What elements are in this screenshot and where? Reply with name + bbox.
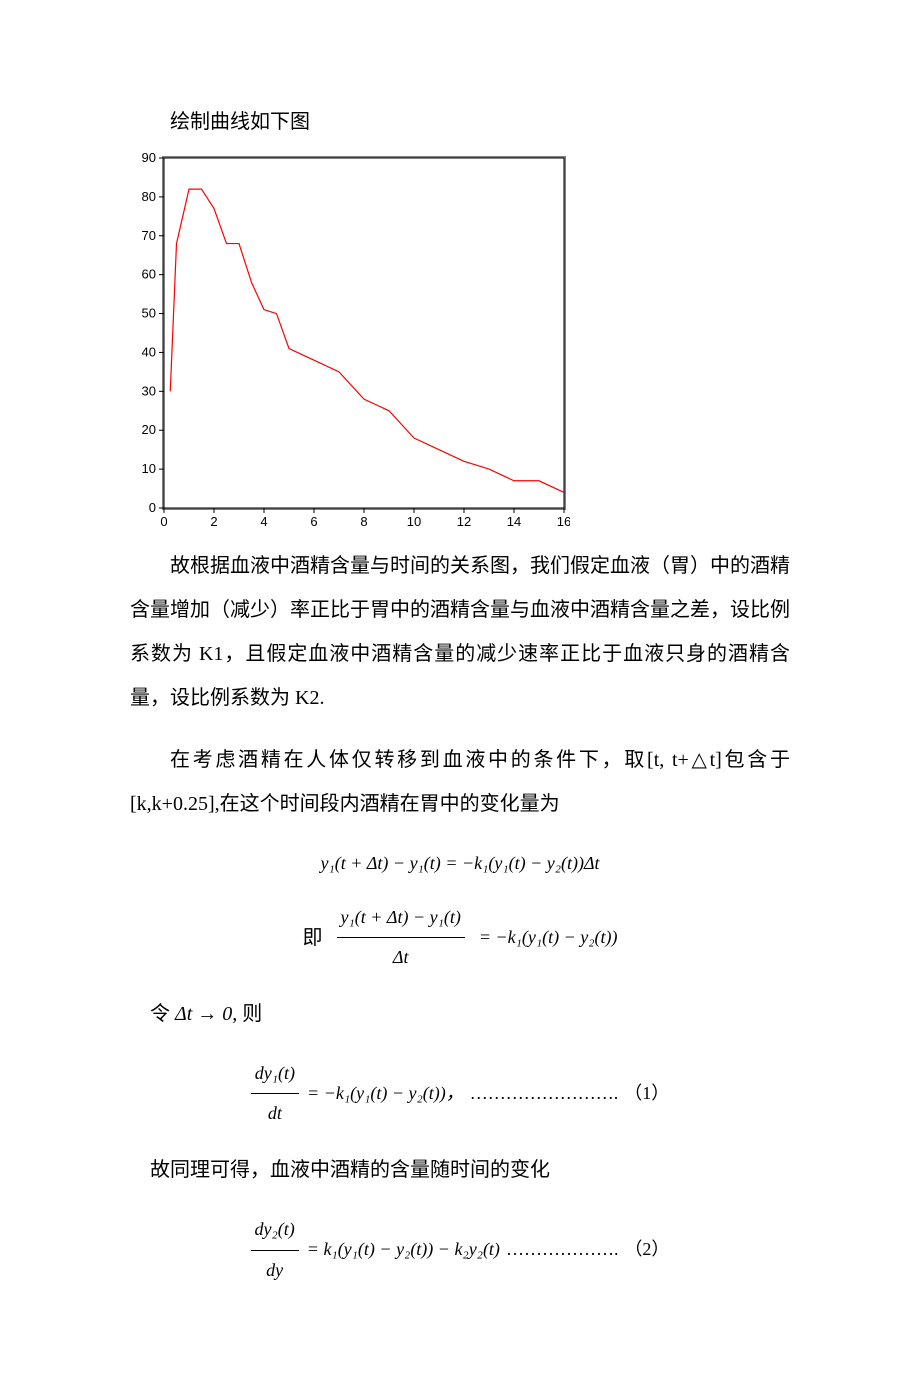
svg-text:6: 6 — [310, 514, 317, 529]
limit-prefix: 令 — [150, 1003, 170, 1025]
svg-text:40: 40 — [142, 344, 156, 359]
svg-text:20: 20 — [142, 422, 156, 437]
svg-text:16: 16 — [557, 514, 570, 529]
svg-text:70: 70 — [142, 228, 156, 243]
svg-text:2: 2 — [210, 514, 217, 529]
eq3-rhs: = −k₁(y₁(t) − y₂(t))， — [307, 1074, 464, 1114]
eq4-numerator: dy₂(t) — [251, 1210, 299, 1251]
paragraph-limit: 令 Δt → 0, 则 — [130, 992, 790, 1036]
svg-text:14: 14 — [507, 514, 521, 529]
svg-text:0: 0 — [160, 514, 167, 529]
eq2-rhs: = −k₁(y₁(t) − y₂(t)) — [479, 918, 618, 958]
limit-math: Δt → 0, — [175, 1003, 237, 1025]
svg-text:60: 60 — [142, 267, 156, 282]
eq3-numerator: dy₁(t) — [251, 1054, 299, 1095]
eq2-denominator: Δt — [337, 938, 465, 978]
chart-svg: 0 2 4 6 8 10 12 14 16 0 10 20 30 40 50 60 70 80 90 — [130, 152, 570, 532]
svg-text:8: 8 — [360, 514, 367, 529]
eq4-rhs: = k₁(y₁(t) − y₂(t)) − k₂y₂(t) — [307, 1230, 500, 1270]
eq4-label: （2） — [624, 1230, 669, 1270]
eq4-denominator: dy — [251, 1251, 299, 1291]
paragraph-assumption: 故根据血液中酒精含量与时间的关系图，我们假定血液（胃）中的酒精含量增加（减少）率… — [130, 544, 790, 720]
eq4-dots: ………………. — [506, 1230, 619, 1270]
eq1-lhs: y₁(t + Δt) − y₁(t) — [320, 853, 440, 873]
eq1-rhs: = −k₁(y₁(t) − y₂(t))Δt — [445, 853, 599, 873]
eq2-lead: 即 — [303, 916, 323, 960]
eq3-label: （1） — [624, 1074, 669, 1114]
svg-text:80: 80 — [142, 189, 156, 204]
equation-fraction: 即 y₁(t + Δt) − y₁(t) Δt = −k₁(y₁(t) − y₂… — [130, 898, 790, 978]
eq3-dots: ……………………. — [470, 1074, 619, 1114]
svg-text:50: 50 — [142, 306, 156, 321]
alcohol-curve-chart: 0 2 4 6 8 10 12 14 16 0 10 20 30 40 50 60 70 80 90 — [130, 152, 790, 532]
paragraph-interval: 在考虑酒精在人体仅转移到血液中的条件下，取[t, t+△t]包含于[k,k+0.… — [130, 738, 790, 826]
svg-text:30: 30 — [142, 383, 156, 398]
eq2-numerator: y₁(t + Δt) − y₁(t) — [337, 898, 465, 939]
eq3-denominator: dt — [251, 1094, 299, 1134]
intro-text: 绘制曲线如下图 — [130, 100, 790, 144]
svg-text:10: 10 — [142, 461, 156, 476]
svg-text:12: 12 — [457, 514, 471, 529]
svg-text:90: 90 — [142, 152, 156, 165]
svg-text:10: 10 — [407, 514, 421, 529]
paragraph-similarly: 故同理可得，血液中酒精的含量随时间的变化 — [130, 1148, 790, 1192]
limit-suffix: 则 — [242, 1003, 262, 1025]
svg-text:4: 4 — [260, 514, 267, 529]
equation-ode1: dy₁(t) dt = −k₁(y₁(t) − y₂(t))， ……………………… — [130, 1054, 790, 1134]
svg-text:0: 0 — [149, 500, 156, 515]
equation-ode2: dy₂(t) dy = k₁(y₁(t) − y₂(t)) − k₂y₂(t) … — [130, 1210, 790, 1290]
equation-delta: y₁(t + Δt) − y₁(t) = −k₁(y₁(t) − y₂(t))Δ… — [130, 844, 790, 884]
